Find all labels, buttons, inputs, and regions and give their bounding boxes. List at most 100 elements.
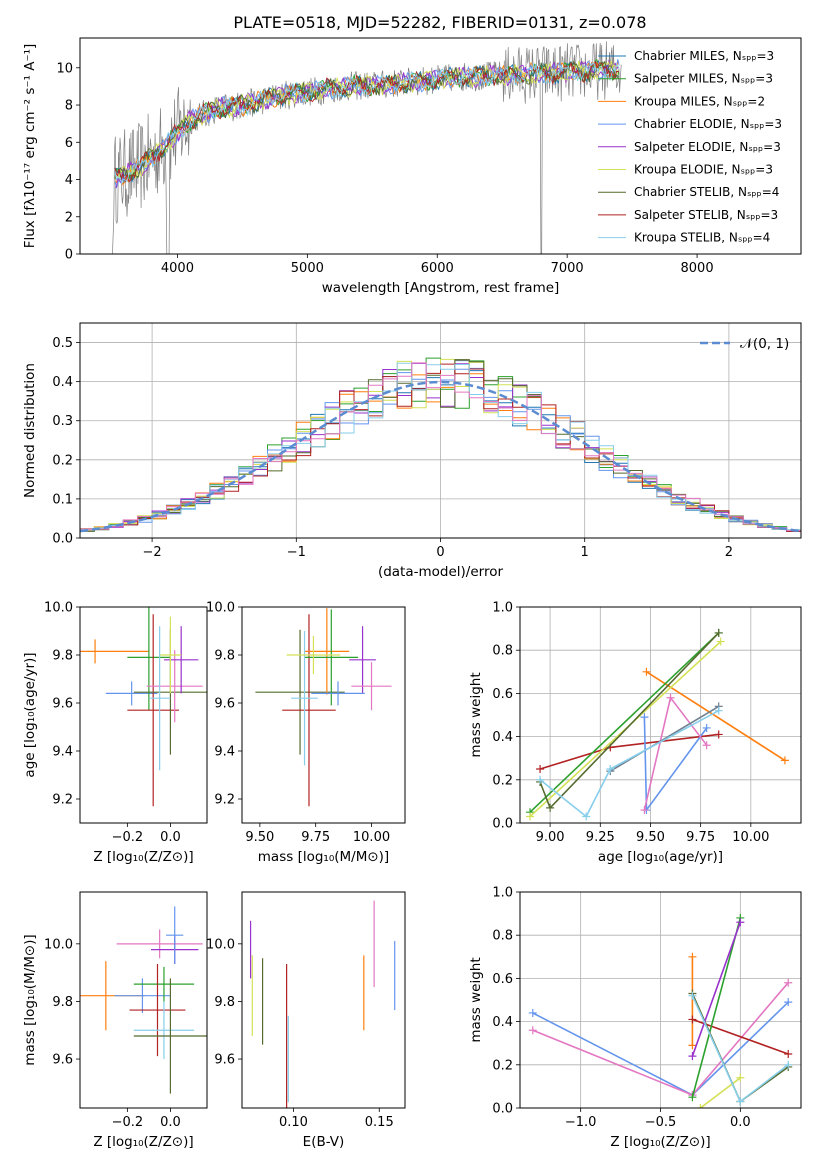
observed-spectrum-line: [112, 41, 622, 254]
y-tick-label: 1.0: [492, 886, 513, 901]
y-tick-label: 0.4: [492, 1015, 513, 1030]
x-tick-label: −0.5: [645, 1115, 677, 1130]
histogram-step: [80, 358, 801, 532]
y-axis-label: mass weight: [468, 957, 484, 1042]
legend-label: 𝒩(0, 1): [740, 336, 789, 352]
weight-line: [643, 717, 708, 813]
weight-marker: [736, 1097, 745, 1106]
data-point: [282, 614, 336, 807]
y-tick-label: 2: [65, 210, 73, 225]
axes-frame: [79, 606, 208, 824]
x-tick-label: 0.0: [160, 830, 181, 845]
weight-line: [539, 733, 719, 770]
legend-label: Kroupa ELODIE, Nₛₚₚ=3: [634, 163, 773, 177]
weight-line: [691, 921, 742, 1057]
y-tick-label: 0.6: [492, 972, 513, 987]
plot-area: [112, 41, 622, 254]
weight-line: [643, 695, 708, 811]
data-point: [351, 662, 392, 711]
normal-curve: [80, 380, 801, 533]
weight-marker: [736, 918, 745, 927]
x-tick-label: 4000: [161, 261, 194, 276]
weight-marker: [688, 1052, 697, 1061]
axes-frame: [241, 606, 406, 824]
mass-vs-ebv-panel: 0.10 0.15 9.6 9.8 10.0 E(B-V): [206, 891, 406, 1150]
x-tick-label: 9.75: [301, 830, 330, 845]
weight-marker: [526, 812, 535, 821]
y-tick-label: 0.8: [492, 644, 513, 659]
plot-area: [249, 900, 396, 1108]
data-point: [286, 635, 341, 675]
histogram-step: [80, 359, 801, 532]
x-axis-label: Z [log₁₀(Z/Z⊙)]: [93, 1134, 193, 1150]
x-tick-label: 8000: [681, 261, 714, 276]
axes-frame: [79, 37, 802, 255]
y-axis-label: Flux [fλ10⁻¹⁷ erg cm⁻² s⁻¹ A⁻¹]: [22, 44, 38, 249]
data-point: [116, 929, 203, 959]
y-tick-label: 0.0: [52, 532, 73, 547]
weight-marker: [666, 693, 675, 702]
y-axis-label: mass weight: [468, 672, 484, 757]
axes-frame: [241, 891, 406, 1109]
x-axis-label: (data-model)/error: [378, 564, 504, 580]
weight-marker: [528, 1026, 537, 1035]
y-tick-label: 0.0: [492, 817, 513, 832]
weight-marker: [688, 1015, 697, 1024]
weight-marker: [714, 706, 723, 715]
data-point: [166, 906, 184, 964]
data-point: [105, 681, 158, 706]
y-tick-label: 9.6: [214, 1053, 235, 1068]
y-tick-label: 0.1: [52, 492, 73, 507]
x-tick-label: 9.75: [686, 830, 715, 845]
weight-marker: [702, 741, 711, 750]
y-tick-label: 0.2: [492, 773, 513, 788]
legend-label: Kroupa MILES, Nₛₚₚ=2: [634, 94, 765, 108]
data-point: [159, 616, 182, 694]
x-tick-label: 7000: [551, 261, 584, 276]
weight-line: [539, 709, 720, 818]
y-tick-label: 0.5: [52, 336, 73, 351]
data-point: [129, 964, 186, 1057]
weight-marker: [784, 978, 793, 987]
x-tick-label: 0.10: [279, 1115, 308, 1130]
plot-area: [80, 906, 207, 1094]
x-tick-label: −0.2: [112, 830, 144, 845]
data-point: [127, 607, 171, 711]
plot-area: [80, 323, 801, 538]
x-axis-label: mass [log₁₀(M/M⊙)]: [258, 849, 389, 865]
model-spectrum-line: [114, 60, 620, 179]
weight-marker: [640, 806, 649, 815]
y-tick-label: 9.4: [214, 745, 235, 760]
x-tick-label: 1: [581, 545, 589, 560]
data-point: [148, 626, 171, 771]
weight-marker: [784, 1060, 793, 1069]
figure-title: PLATE=0518, MJD=52282, FIBERID=0131, z=0…: [233, 13, 646, 32]
weight-line: [646, 671, 786, 762]
x-tick-label: 0.0: [730, 1115, 751, 1130]
weight-line: [692, 1018, 789, 1055]
weight-marker: [688, 1041, 697, 1050]
x-tick-label: −0.2: [112, 1115, 144, 1130]
y-tick-label: 0: [65, 248, 73, 263]
y-tick-label: 0.2: [492, 1058, 513, 1073]
legend-label: Chabrier STELIB, Nₛₚₚ=4: [634, 185, 779, 199]
axes-frame: [519, 606, 802, 824]
residual-histogram-panel: −2 −1 0 1 2 0.0 0.1 0.2 0.3 0.4 0.5 (data-model)/er…: [22, 322, 802, 580]
y-tick-label: 9.8: [214, 649, 235, 664]
y-axis-label: age [log₁₀(age/yr)]: [22, 652, 38, 777]
y-tick-label: 0.0: [492, 1102, 513, 1117]
weight-marker: [784, 1050, 793, 1058]
axes-frame: [79, 891, 208, 1109]
x-tick-label: −2: [143, 545, 162, 560]
y-tick-label: 9.4: [52, 745, 73, 760]
data-point: [163, 626, 199, 694]
weight-line: [691, 917, 742, 1098]
legend-label: Salpeter STELIB, Nₛₚₚ=3: [634, 208, 778, 222]
x-tick-label: 9.00: [536, 830, 565, 845]
weight-marker: [582, 812, 591, 821]
weight-line: [699, 1077, 741, 1108]
weight-marker: [536, 765, 545, 773]
weight-marker: [688, 952, 697, 961]
weight-marker: [546, 803, 555, 812]
histogram-step: [80, 362, 801, 531]
